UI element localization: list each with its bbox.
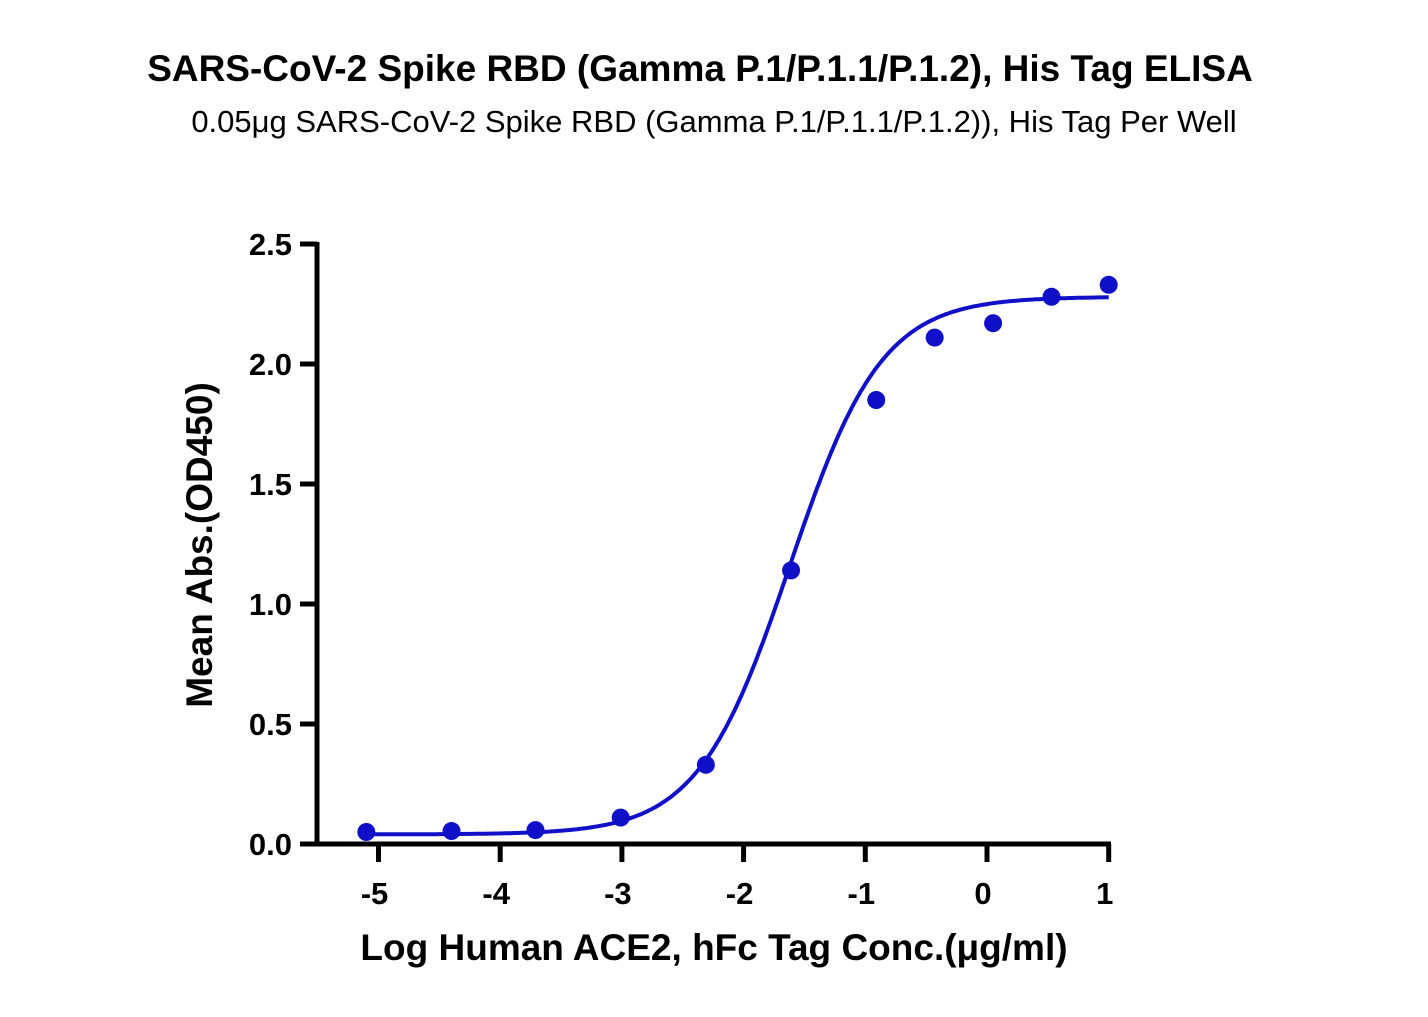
x-tick-label: -1 bbox=[848, 876, 876, 911]
x-tick-label: -3 bbox=[604, 876, 632, 911]
data-point bbox=[1099, 275, 1118, 294]
x-tick-label: -2 bbox=[726, 876, 754, 911]
data-point bbox=[696, 755, 715, 774]
x-tick-label: -5 bbox=[361, 876, 389, 911]
y-tick-label: 2.0 bbox=[249, 347, 292, 382]
data-point bbox=[925, 328, 944, 347]
data-point bbox=[442, 822, 461, 841]
x-tick-label: 1 bbox=[1096, 876, 1113, 911]
x-tick-label: -4 bbox=[482, 876, 510, 911]
chart-subtitle: 0.05μg SARS-CoV-2 Spike RBD (Gamma P.1/P… bbox=[191, 104, 1237, 139]
data-point bbox=[526, 821, 545, 840]
data-point bbox=[1042, 287, 1061, 306]
data-point bbox=[357, 823, 376, 841]
fit-curve bbox=[366, 295, 1109, 837]
y-tick-label: 1.5 bbox=[249, 467, 292, 502]
data-point bbox=[611, 808, 630, 827]
data-point bbox=[782, 561, 801, 580]
data-point bbox=[984, 314, 1003, 333]
y-axis-label: Mean Abs.(OD450) bbox=[179, 382, 220, 708]
x-axis-label: Log Human ACE2, hFc Tag Conc.(μg/ml) bbox=[360, 927, 1067, 968]
y-tick-label: 0.0 bbox=[249, 827, 292, 862]
y-tick-label: 1.0 bbox=[249, 587, 292, 622]
x-tick-label: 0 bbox=[974, 876, 991, 911]
y-tick-label: 2.5 bbox=[249, 227, 292, 262]
chart-title: SARS-CoV-2 Spike RBD (Gamma P.1/P.1.1/P.… bbox=[147, 48, 1253, 89]
y-tick-label: 0.5 bbox=[249, 707, 292, 742]
data-point bbox=[867, 391, 886, 409]
